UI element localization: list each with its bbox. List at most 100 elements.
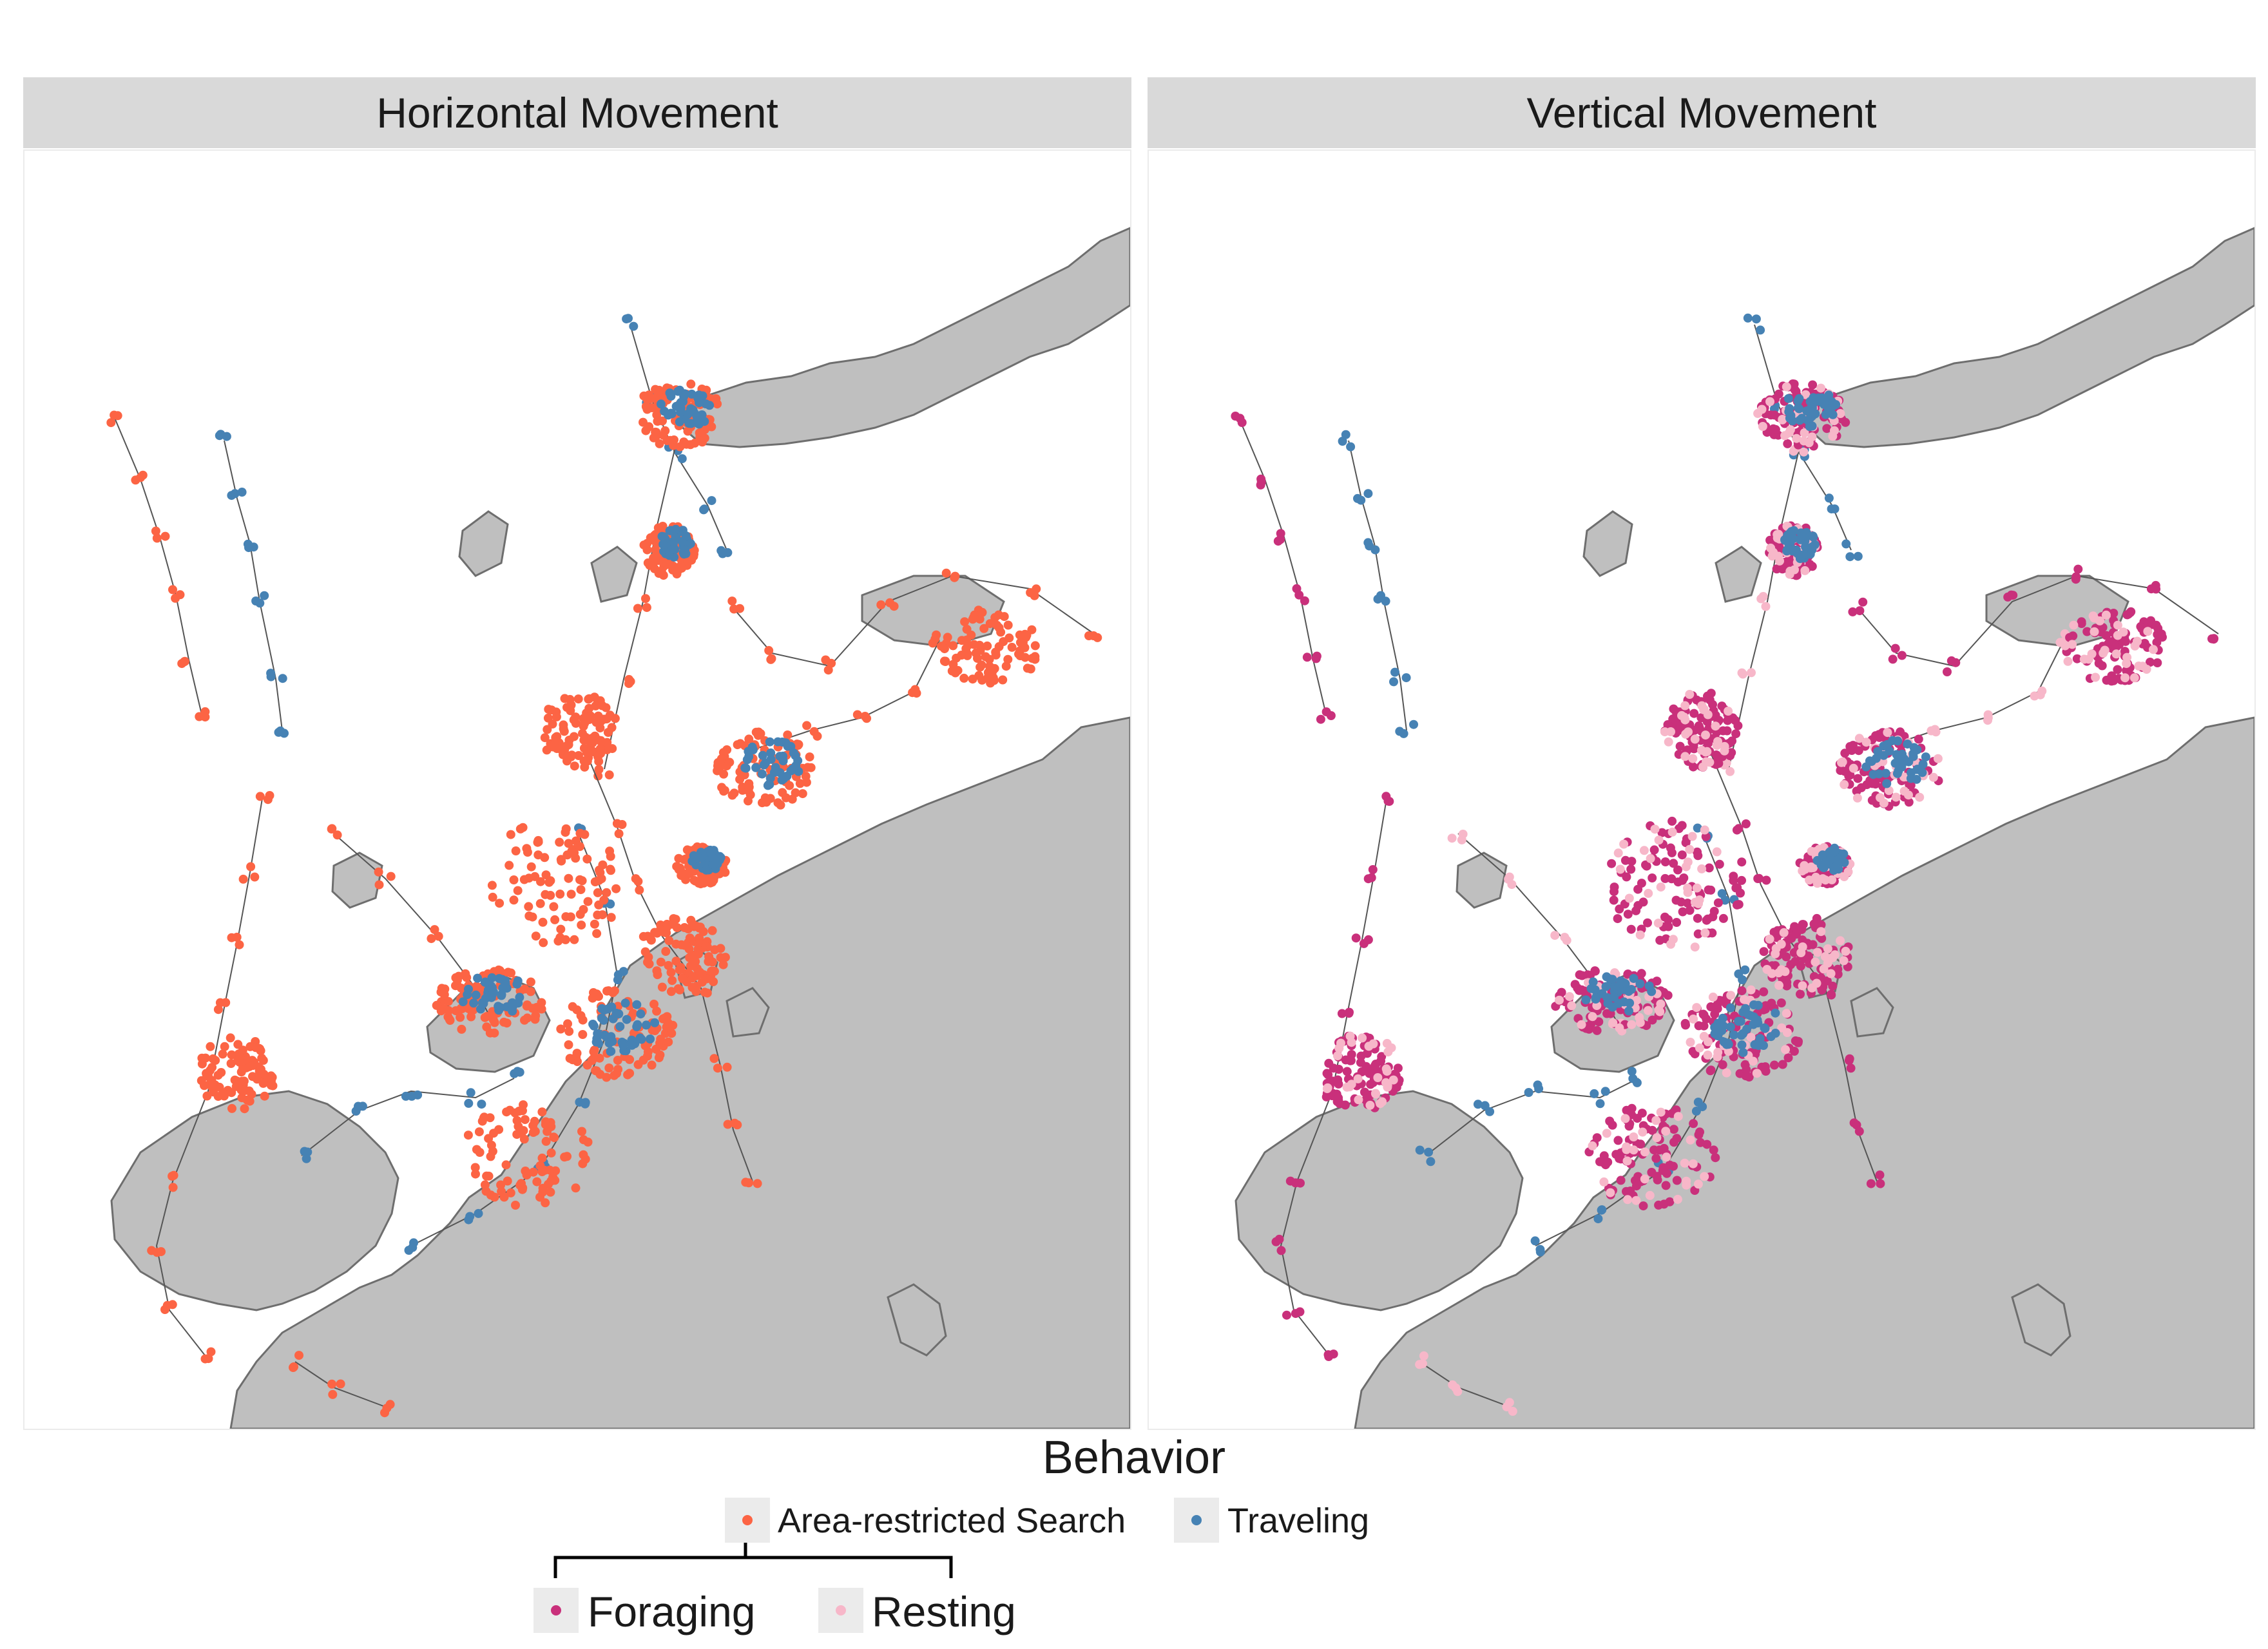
location-point-resting: [1816, 927, 1826, 937]
location-point-resting: [1816, 383, 1825, 393]
location-point-traveling: [1749, 1000, 1758, 1009]
location-point-area-restricted-search: [928, 638, 937, 648]
land-peninsula-mainland: [229, 716, 1130, 1429]
location-point-foraging: [1722, 726, 1732, 736]
location-point-foraging: [1844, 771, 1854, 781]
location-point-area-restricted-search: [582, 748, 591, 758]
location-point-foraging: [1672, 918, 1682, 927]
location-point-area-restricted-search: [1003, 620, 1013, 630]
location-point-traveling: [681, 531, 691, 540]
animal-tracks: [106, 314, 1102, 1418]
location-point-area-restricted-search: [543, 725, 552, 734]
location-point-traveling: [1717, 1026, 1727, 1036]
location-point-area-restricted-search: [990, 613, 1000, 622]
location-point-foraging: [1363, 1093, 1372, 1103]
location-point-area-restricted-search: [506, 1188, 515, 1197]
location-point-traveling: [782, 771, 792, 781]
location-point-area-restricted-search: [578, 1030, 588, 1039]
location-point-traveling: [686, 539, 695, 548]
location-point-area-restricted-search: [219, 1089, 229, 1098]
location-point-traveling: [665, 388, 675, 398]
location-point-area-restricted-search: [551, 733, 561, 742]
location-point-area-restricted-search: [256, 1046, 265, 1056]
location-point-area-restricted-search: [530, 1116, 539, 1126]
location-point-traveling: [723, 548, 733, 557]
location-point-area-restricted-search: [707, 966, 716, 976]
location-point-resting: [1680, 1158, 1689, 1168]
location-point-area-restricted-search: [983, 641, 992, 651]
location-point-area-restricted-search: [567, 846, 577, 856]
location-point-resting: [1687, 832, 1697, 841]
location-point-foraging: [1669, 1138, 1678, 1147]
location-point-traveling: [1824, 493, 1834, 503]
location-point-traveling: [1409, 720, 1418, 729]
location-point-foraging: [2008, 591, 2018, 600]
location-point-traveling: [1647, 987, 1657, 996]
location-point-resting: [1689, 1015, 1698, 1024]
land-island-north-chain: [1798, 227, 2254, 448]
location-point-area-restricted-search: [702, 974, 711, 984]
location-point-foraging: [1657, 828, 1667, 837]
location-point-area-restricted-search: [669, 914, 678, 924]
location-point-foraging: [1705, 695, 1715, 705]
location-point-resting: [1761, 602, 1771, 611]
location-point-area-restricted-search: [566, 706, 575, 716]
location-point-traveling: [1903, 739, 1912, 749]
location-point-traveling: [1627, 1067, 1637, 1076]
location-point-area-restricted-search: [559, 727, 569, 736]
location-point-area-restricted-search: [661, 947, 671, 956]
location-point-resting: [1724, 707, 1733, 716]
location-point-traveling: [1818, 396, 1827, 406]
location-point-foraging: [1660, 857, 1670, 866]
location-point-resting: [1811, 847, 1820, 856]
location-point-area-restricted-search: [695, 967, 705, 977]
location-point-area-restricted-search: [664, 960, 673, 970]
location-point-traveling: [1893, 736, 1903, 746]
location-point-resting: [1771, 944, 1781, 953]
location-point-area-restricted-search: [434, 931, 443, 941]
location-point-traveling: [1908, 749, 1918, 759]
location-point-area-restricted-search: [550, 1176, 560, 1185]
location-point-foraging: [1609, 895, 1619, 905]
location-point-area-restricted-search: [463, 1130, 473, 1140]
location-point-area-restricted-search: [226, 1033, 235, 1043]
location-point-traveling: [1869, 770, 1878, 779]
location-point-traveling: [260, 591, 269, 600]
location-point-foraging: [1274, 1234, 1284, 1244]
location-point-area-restricted-search: [673, 984, 683, 993]
location-point-area-restricted-search: [555, 837, 564, 847]
track-line: [224, 440, 283, 731]
location-point-area-restricted-search: [582, 854, 592, 864]
location-point-area-restricted-search: [472, 982, 481, 991]
location-point-area-restricted-search: [575, 828, 585, 838]
location-point-traveling: [632, 1000, 642, 1009]
location-point-foraging: [1345, 1056, 1355, 1065]
location-point-traveling: [1595, 1099, 1605, 1109]
location-point-resting: [1334, 1044, 1344, 1053]
location-point-area-restricted-search: [1015, 630, 1024, 640]
location-point-traveling: [1363, 538, 1373, 548]
location-point-resting: [1650, 824, 1660, 834]
panel-vertical-movement: Vertical Movement: [1148, 77, 2256, 1430]
location-point-foraging: [1796, 989, 1805, 999]
location-point-resting: [1550, 931, 1560, 940]
location-point-resting: [1712, 741, 1722, 750]
location-point-resting: [2113, 620, 2122, 630]
location-point-traveling: [600, 1030, 610, 1040]
location-point-foraging: [1713, 898, 1723, 908]
location-point-resting: [1852, 793, 1862, 803]
location-point-traveling: [788, 764, 798, 774]
location-point-area-restricted-search: [996, 627, 1006, 637]
location-point-traveling: [278, 674, 287, 683]
location-point-foraging: [1637, 1109, 1647, 1118]
location-point-foraging: [1321, 707, 1331, 717]
location-point-traveling: [1401, 673, 1411, 683]
location-point-traveling: [1743, 313, 1753, 323]
location-point-area-restricted-search: [518, 823, 528, 832]
location-point-foraging: [1282, 1310, 1291, 1320]
location-point-area-restricted-search: [517, 1179, 526, 1188]
location-point-area-restricted-search: [430, 925, 439, 935]
foraging-swatch: [551, 1605, 561, 1616]
location-point-foraging: [1237, 418, 1247, 427]
location-point-resting: [1638, 1127, 1648, 1137]
